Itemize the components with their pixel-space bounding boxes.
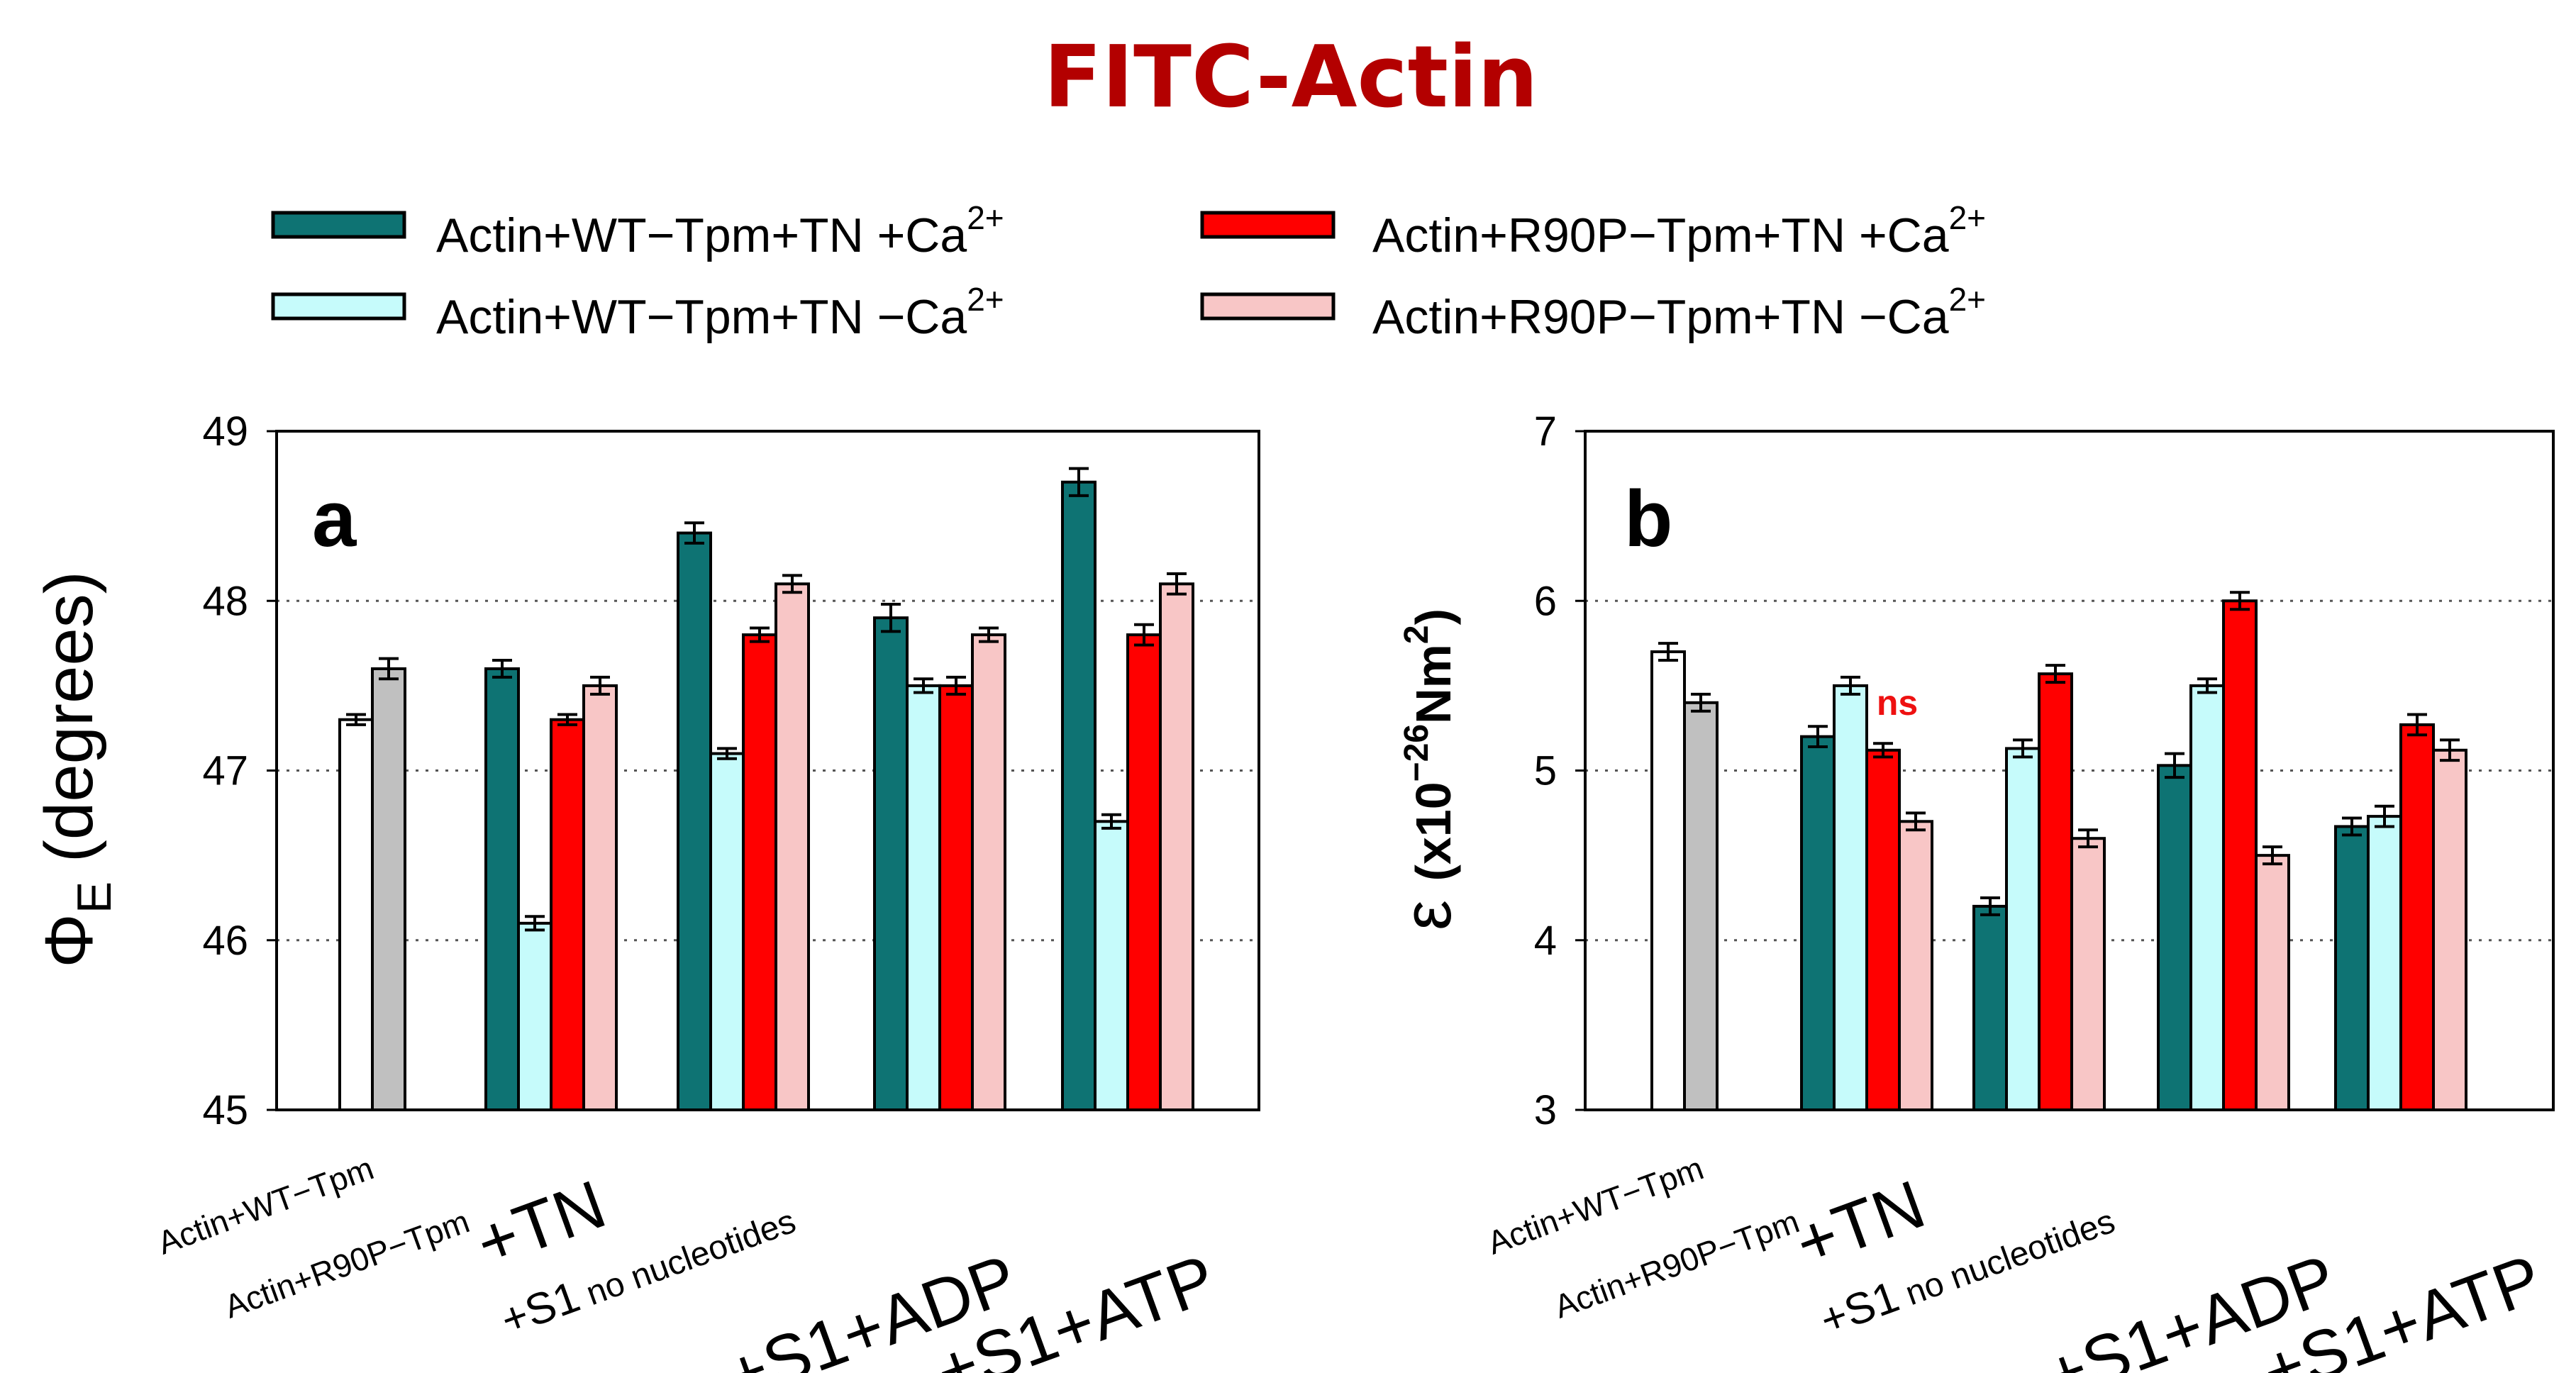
legend-label-text: Actin+WT−Tpm+TN −Ca: [436, 290, 967, 344]
y-axis-label-symbol: Φ: [31, 913, 107, 968]
bar-wt_noca: [906, 684, 941, 1111]
bar-r90p_noca: [2255, 854, 2290, 1111]
y-axis-label-unit: ): [1406, 608, 1461, 625]
bar-r90p_noca: [2070, 837, 2106, 1111]
legend-label-wt_ca: Actin+WT−Tpm+TN +Ca2+: [436, 199, 1004, 262]
legend-swatch-wt_ca: [271, 211, 406, 239]
bar-r90p_noca: [582, 684, 618, 1111]
bar-wt_noca: [517, 921, 553, 1111]
y-axis-label-unit: (degrees): [31, 571, 107, 882]
bar-r90p_ca: [2222, 599, 2258, 1111]
bar-wt_ca: [2334, 825, 2370, 1111]
y-tick-label: 46: [202, 918, 248, 964]
legend-label-text: Actin+R90P−Tpm+TN +Ca: [1372, 209, 1949, 262]
bar-wt_ca: [1800, 735, 1836, 1111]
y-tick-label: 47: [202, 748, 248, 794]
y-tick-label: 7: [1534, 408, 1557, 455]
legend-label-text: Actin+R90P−Tpm+TN −Ca: [1372, 290, 1949, 344]
y-tick-label: 49: [202, 408, 248, 455]
bar-r90p_noca: [1898, 820, 1933, 1112]
bar-wt_ca: [873, 616, 909, 1111]
legend-label-text: Actin+WT−Tpm+TN +Ca: [436, 209, 967, 262]
bar-wt_noca: [1833, 684, 1868, 1111]
bar-wt_ca: [1972, 904, 2008, 1112]
legend: Actin+WT−Tpm+TN +Ca2+Actin+WT−Tpm+TN −Ca…: [271, 199, 1986, 344]
y-tick-label: 6: [1534, 578, 1557, 624]
legend-label-r90p_ca: Actin+R90P−Tpm+TN +Ca2+: [1372, 199, 1986, 262]
y-tick-label: 48: [202, 578, 248, 624]
bar-wt_ca: [1061, 480, 1097, 1111]
bar-wt_noca: [2367, 815, 2402, 1112]
bar-r90p_ca: [1865, 748, 1901, 1112]
bar-wt_ca: [677, 531, 712, 1111]
bar-r90p_ca: [938, 684, 974, 1111]
bar-wt_noca: [2189, 684, 2225, 1111]
bar-r90p_noca: [1159, 582, 1194, 1111]
y-tick-label: 45: [202, 1087, 248, 1133]
y-tick-label: 3: [1534, 1087, 1557, 1133]
bar-r90p_ca: [2038, 672, 2073, 1111]
y-axis-label-unit: (x10: [1406, 782, 1461, 881]
y-axis-label-symbol: ε: [1389, 881, 1465, 930]
y-axis-label-unit: Nm: [1406, 644, 1461, 724]
panel-letter: b: [1624, 474, 1672, 563]
bar-r90p_noca: [971, 633, 1006, 1111]
x-category-label-prefix: +S1: [1814, 1272, 1905, 1345]
bar-wt_noca: [2005, 747, 2041, 1111]
y-axis-label-subscript: E: [67, 882, 121, 913]
legend-swatch-r90p_noca: [1200, 292, 1336, 321]
ns-annotation: ns: [1877, 683, 1918, 723]
bar-r90p_noca: [2432, 748, 2467, 1112]
legend-label-r90p_noca: Actin+R90P−Tpm+TN −Ca2+: [1372, 281, 1986, 344]
legend-label-superscript: 2+: [1949, 199, 1986, 236]
y-axis-label: ΦE (degrees): [31, 571, 121, 967]
bar-r90p_ca: [742, 633, 777, 1111]
y-axis-label: ε (x10−26Nm2): [1389, 608, 1465, 930]
y-axis-label-superscript: −26: [1398, 724, 1436, 782]
x-category-label: +TN: [1786, 1166, 1935, 1282]
bar-wt_noca: [1094, 820, 1129, 1112]
legend-swatch-wt_noca: [271, 292, 406, 321]
y-axis-label-superscript: 2: [1398, 625, 1436, 644]
legend-label-superscript: 2+: [1949, 281, 1986, 318]
panel-letter: a: [312, 474, 357, 563]
bar-actin_wt: [338, 718, 374, 1111]
bar-wt_noca: [709, 752, 745, 1111]
x-category-label: +TN: [467, 1166, 616, 1282]
bar-wt_ca: [484, 667, 520, 1111]
bar-actin_r90p: [1683, 701, 1719, 1111]
bar-r90p_ca: [2399, 723, 2435, 1111]
bar-r90p_ca: [550, 718, 585, 1111]
bar-r90p_noca: [775, 582, 810, 1111]
bar-actin_wt: [1650, 650, 1686, 1111]
y-tick-label: 4: [1534, 918, 1557, 964]
figure-title: FITC-Actin: [1043, 28, 1538, 127]
x-category-label-prefix: +S1: [494, 1272, 586, 1345]
legend-label-superscript: 2+: [967, 281, 1004, 318]
y-tick-label: 5: [1534, 748, 1557, 794]
legend-label-wt_noca: Actin+WT−Tpm+TN −Ca2+: [436, 281, 1004, 344]
legend-label-superscript: 2+: [967, 199, 1004, 236]
bar-actin_r90p: [371, 667, 406, 1111]
legend-swatch-r90p_ca: [1200, 211, 1336, 239]
plot-frame: [275, 430, 1260, 1111]
bar-r90p_ca: [1126, 633, 1162, 1111]
plot-frame: [1584, 430, 2555, 1111]
bar-wt_ca: [2157, 764, 2192, 1111]
